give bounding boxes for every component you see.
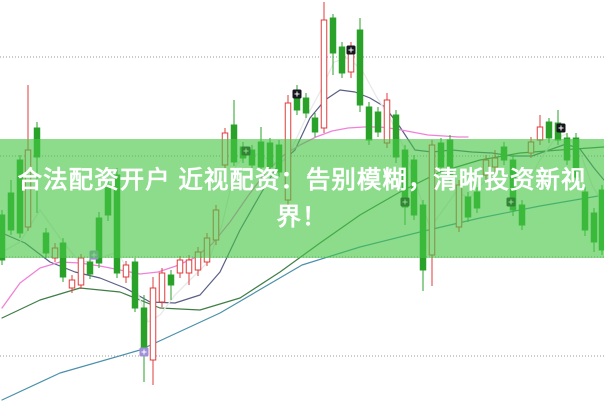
candle-body — [536, 126, 544, 141]
candle-body — [365, 106, 373, 141]
candle — [158, 268, 166, 307]
candle — [545, 118, 553, 143]
candle-body — [158, 272, 166, 303]
candle — [131, 258, 139, 312]
candle-body — [68, 279, 76, 289]
candle — [329, 14, 337, 75]
candle-body — [176, 259, 184, 274]
candle-body — [131, 261, 139, 309]
candle-body — [185, 259, 193, 274]
candle-body — [140, 307, 148, 349]
candle — [149, 277, 157, 385]
candle-body — [311, 117, 319, 133]
candle-body — [77, 257, 85, 286]
candle-body — [86, 261, 94, 275]
candle — [167, 270, 175, 300]
candle-body — [383, 99, 391, 144]
marker-cross-icon — [141, 349, 147, 355]
candle — [176, 256, 184, 278]
candle — [338, 42, 346, 78]
banner-overlay-rect — [0, 139, 604, 258]
candle-body — [293, 98, 301, 111]
candle — [311, 113, 319, 137]
candle-body — [320, 19, 328, 129]
candle — [77, 254, 85, 289]
candle — [122, 261, 130, 283]
candle-body — [338, 46, 346, 74]
marker-cross-icon — [348, 47, 354, 53]
candle — [356, 18, 364, 112]
candle — [68, 275, 76, 293]
candle-body — [374, 111, 382, 133]
candle — [365, 102, 373, 145]
candle-body — [545, 121, 553, 139]
marker-cross-icon — [558, 125, 564, 131]
candle — [86, 257, 94, 279]
candle — [320, 2, 328, 133]
candle — [374, 107, 382, 137]
candle-body — [149, 287, 157, 361]
candle-body — [167, 274, 175, 286]
candle-body — [347, 52, 355, 73]
marker-cross-icon — [294, 91, 300, 97]
candle — [185, 255, 193, 285]
candle-body — [302, 97, 310, 114]
candle-body — [356, 29, 364, 106]
candle-body — [329, 17, 337, 54]
candle — [302, 93, 310, 118]
candle-body — [122, 264, 130, 278]
